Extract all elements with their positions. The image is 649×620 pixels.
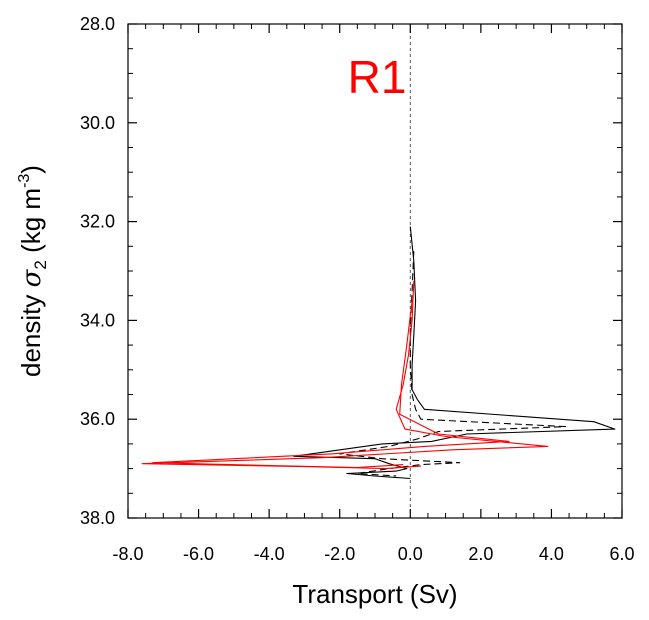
x-tick-label: 0.0	[398, 544, 423, 564]
panel-label: R1	[348, 51, 407, 103]
axis-ticks	[127, 23, 623, 519]
y-axis-units: (kg m	[16, 188, 46, 260]
y-axis-title: density σ2 (kg m-3)	[16, 165, 50, 377]
y-axis-units-exponent: -3	[16, 174, 33, 188]
y-tick-label: 30.0	[80, 113, 115, 133]
y-tick-label: 38.0	[80, 508, 115, 528]
x-tick-label: -8.0	[112, 544, 143, 564]
series-line-2	[339, 251, 567, 477]
x-axis-title: Transport (Sv)	[292, 579, 457, 609]
y-tick-label: 36.0	[80, 409, 115, 429]
tick-labels: -8.0 -6.0 -4.0 -2.0 0.0 2.0 4.0 6.0 28.0 30.0 32.0…	[80, 14, 635, 564]
x-tick-label: 6.0	[609, 544, 634, 564]
sigma-symbol: σ	[17, 268, 47, 287]
y-axis-units-close: )	[16, 165, 46, 174]
x-tick-label: -6.0	[183, 544, 214, 564]
y-tick-label: 34.0	[80, 310, 115, 330]
y-tick-label: 28.0	[80, 14, 115, 34]
x-tick-label: -2.0	[324, 544, 355, 564]
series-line-3	[141, 280, 549, 470]
y-axis-prefix: density	[16, 287, 46, 377]
x-tick-label: -4.0	[254, 544, 285, 564]
series-line-4	[152, 300, 510, 469]
y-tick-label: 32.0	[80, 212, 115, 232]
x-tick-label: 4.0	[539, 544, 564, 564]
x-tick-label: 2.0	[468, 544, 493, 564]
sigma-subscript: 2	[31, 260, 50, 269]
series-layer	[141, 226, 616, 480]
series-line-1	[293, 226, 616, 480]
